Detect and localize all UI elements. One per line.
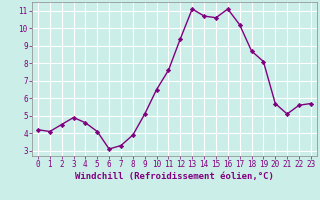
X-axis label: Windchill (Refroidissement éolien,°C): Windchill (Refroidissement éolien,°C): [75, 172, 274, 181]
